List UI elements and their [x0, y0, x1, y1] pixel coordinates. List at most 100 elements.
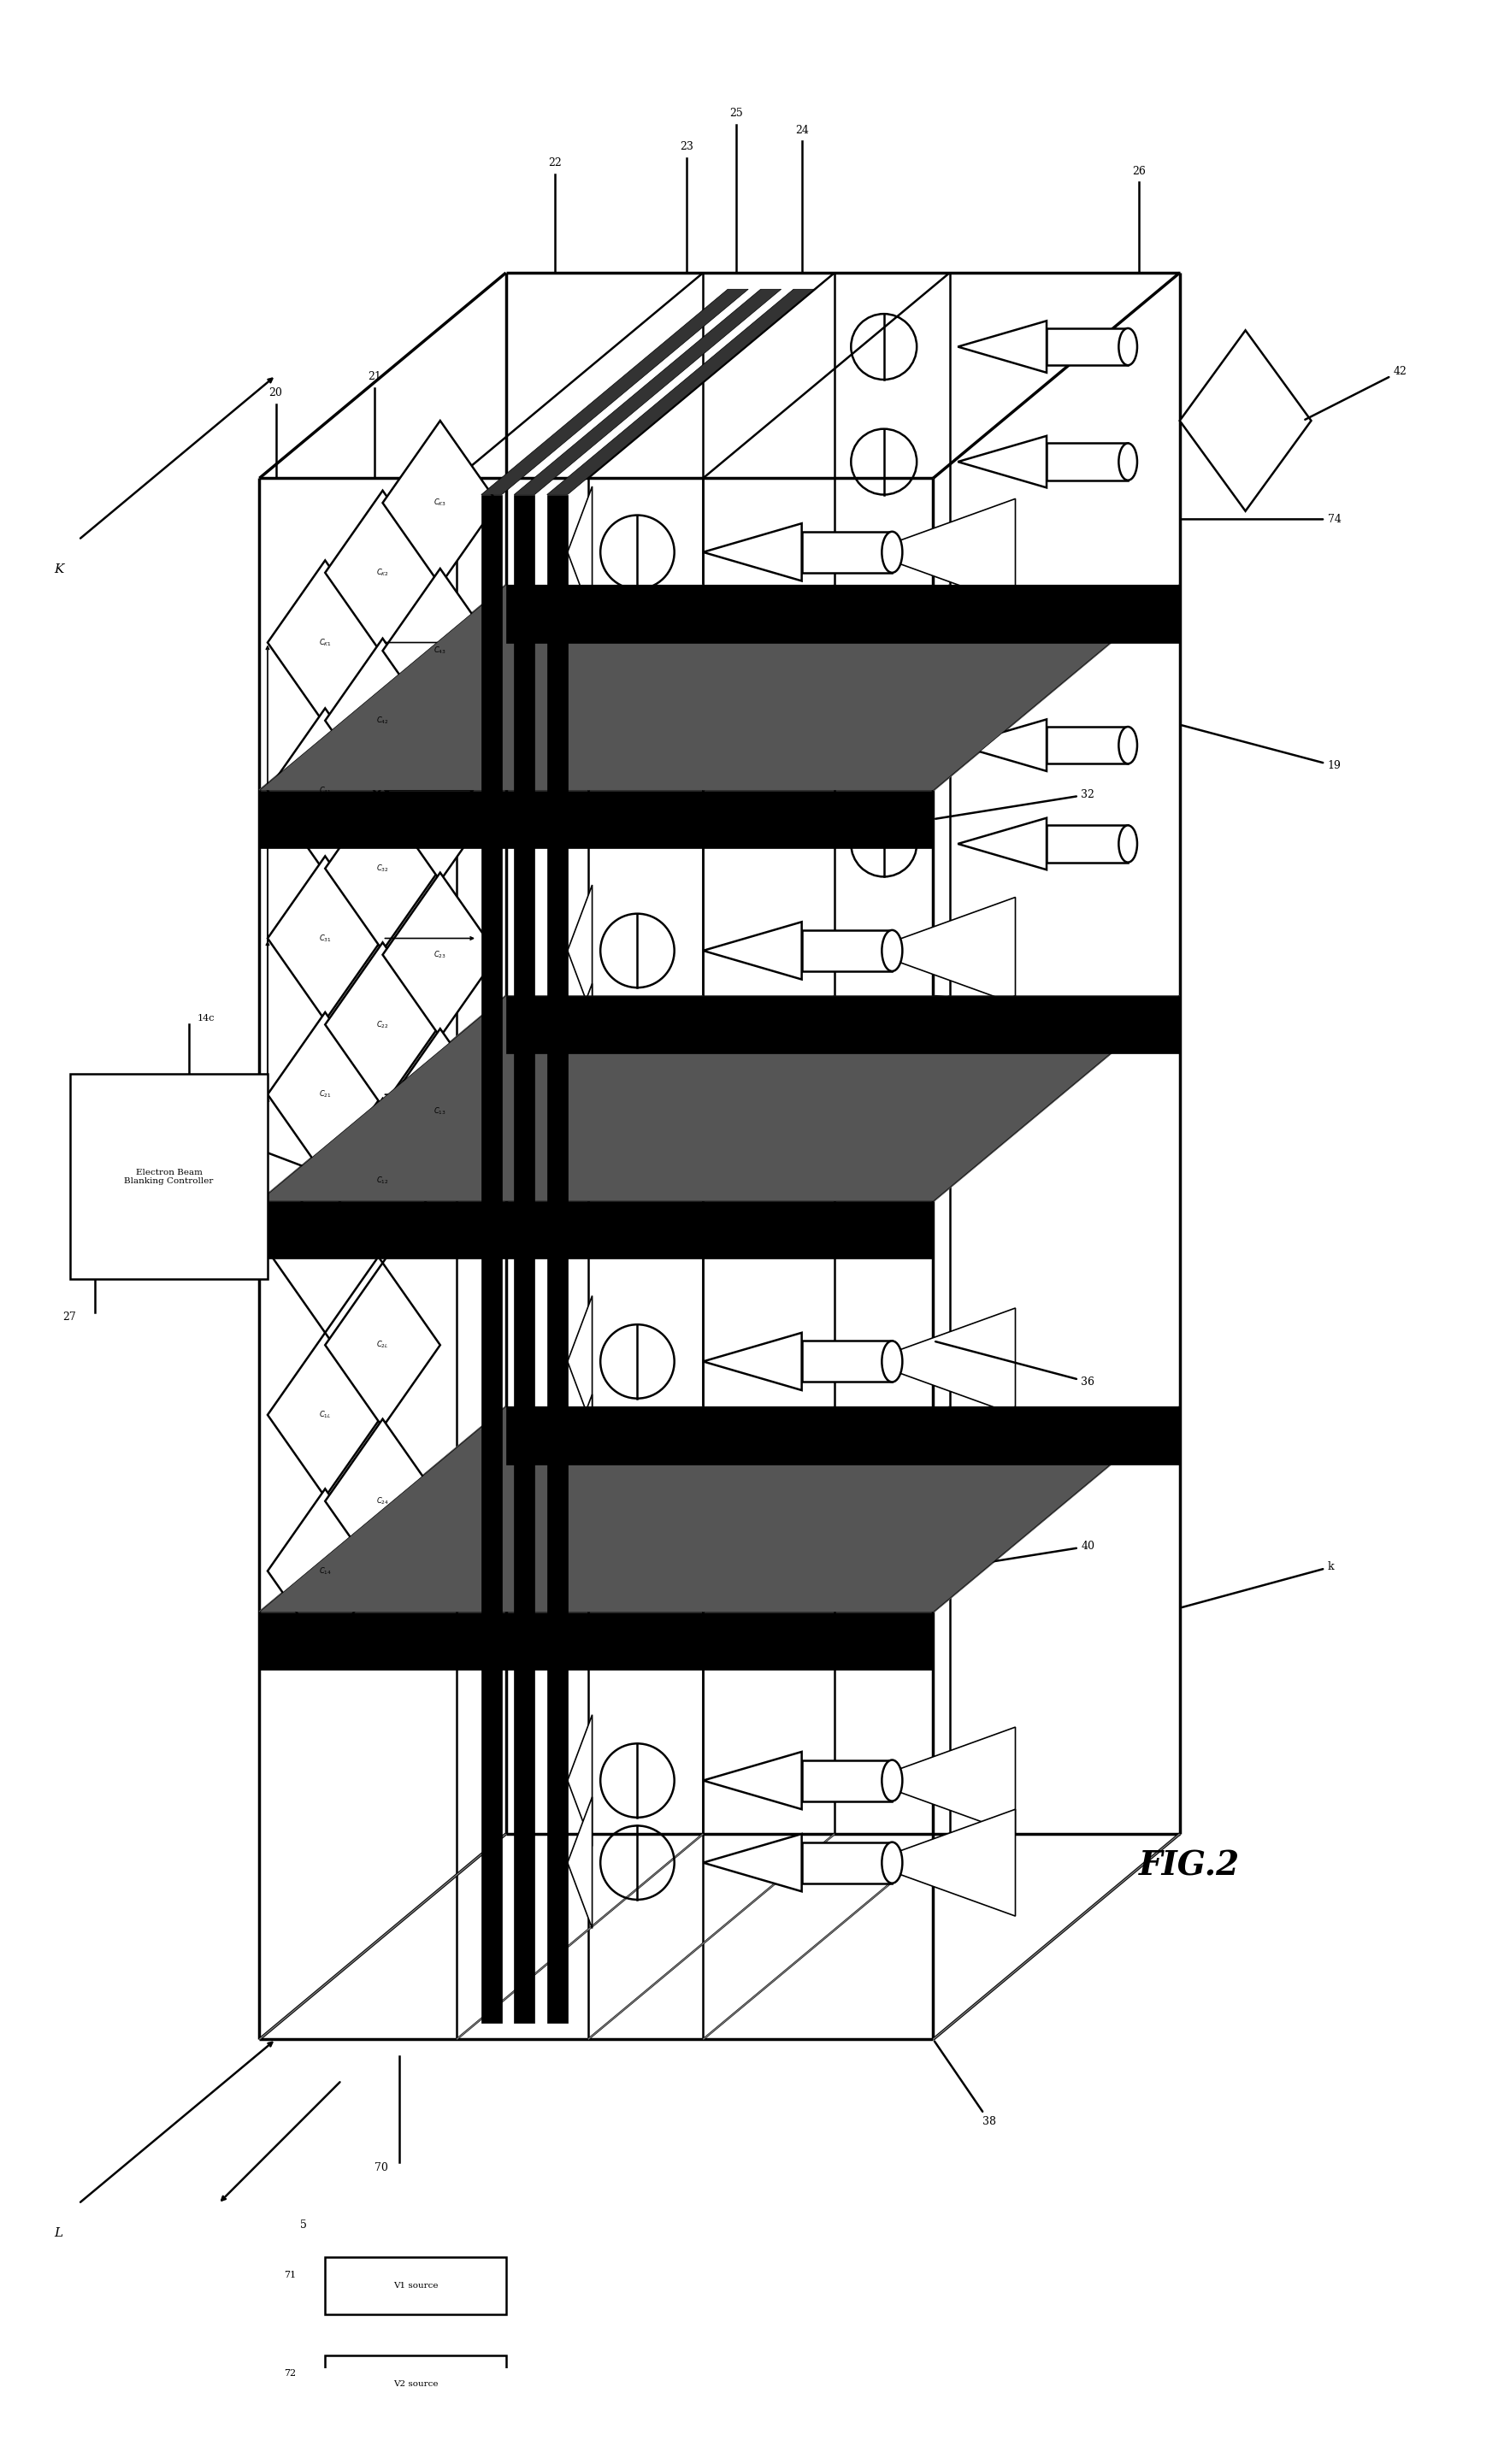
Polygon shape	[268, 1488, 382, 1653]
Polygon shape	[567, 601, 593, 732]
Bar	[505, 584, 1179, 643]
Polygon shape	[567, 1796, 593, 1929]
Polygon shape	[382, 717, 498, 880]
Bar	[1047, 825, 1128, 862]
Bar	[259, 1611, 932, 1671]
Polygon shape	[958, 320, 1047, 372]
Text: 32: 32	[935, 788, 1095, 818]
Ellipse shape	[1119, 825, 1137, 862]
Bar	[1047, 727, 1128, 764]
Bar	[802, 532, 892, 572]
Text: 40: 40	[935, 1540, 1095, 1570]
Bar	[802, 929, 892, 971]
Polygon shape	[259, 995, 1179, 1202]
Text: $C_{K1}$: $C_{K1}$	[319, 638, 331, 648]
Polygon shape	[268, 1013, 382, 1178]
Polygon shape	[325, 638, 441, 803]
Bar	[1047, 328, 1128, 365]
Text: 30: 30	[935, 995, 1095, 1018]
Polygon shape	[382, 421, 498, 584]
Polygon shape	[325, 786, 441, 951]
Text: 74: 74	[1182, 513, 1342, 525]
Text: 28: 28	[194, 1121, 307, 1168]
Polygon shape	[567, 1715, 593, 1846]
Text: L: L	[54, 2227, 63, 2240]
Polygon shape	[868, 897, 1015, 1003]
Polygon shape	[325, 1419, 441, 1584]
Bar	[1047, 444, 1128, 480]
Text: K: K	[54, 564, 63, 574]
Polygon shape	[702, 1020, 802, 1079]
Text: Electron Beam
Blanking Controller: Electron Beam Blanking Controller	[125, 1168, 214, 1185]
Bar	[802, 1027, 892, 1069]
Polygon shape	[702, 1833, 802, 1892]
Text: V1 source: V1 source	[393, 2282, 438, 2289]
Ellipse shape	[881, 1759, 902, 1801]
Bar	[71, 1074, 268, 1279]
Polygon shape	[958, 436, 1047, 488]
Text: FIG.2: FIG.2	[1139, 1850, 1239, 1882]
Text: $C_{21}$: $C_{21}$	[319, 1089, 331, 1099]
Text: 70: 70	[374, 2163, 388, 2173]
Text: $C_{42}$: $C_{42}$	[376, 715, 390, 727]
Polygon shape	[259, 1407, 1179, 1611]
Bar	[259, 1202, 932, 1259]
Text: 25: 25	[729, 108, 743, 118]
Polygon shape	[702, 1432, 802, 1488]
Text: $C_{1L}$: $C_{1L}$	[319, 1409, 331, 1419]
Text: 20: 20	[269, 387, 283, 399]
Polygon shape	[547, 288, 814, 495]
Bar	[325, 2257, 505, 2314]
Ellipse shape	[1119, 727, 1137, 764]
Text: $C_{K2}$: $C_{K2}$	[376, 567, 390, 579]
Polygon shape	[567, 1296, 593, 1427]
Bar	[802, 1843, 892, 1882]
Text: 26: 26	[1133, 165, 1146, 177]
Bar	[505, 1407, 1179, 1464]
Text: 22: 22	[549, 158, 562, 168]
Polygon shape	[868, 614, 1015, 719]
Text: $C_{2L}$: $C_{2L}$	[376, 1340, 390, 1350]
Ellipse shape	[881, 929, 902, 971]
Polygon shape	[268, 1168, 382, 1333]
Ellipse shape	[881, 532, 902, 572]
Polygon shape	[702, 1752, 802, 1809]
Polygon shape	[1179, 330, 1311, 510]
Text: $C_{41}$: $C_{41}$	[319, 786, 331, 796]
Polygon shape	[325, 1099, 441, 1264]
Polygon shape	[868, 995, 1015, 1104]
Polygon shape	[268, 559, 382, 724]
Text: $C_{31}$: $C_{31}$	[319, 934, 331, 944]
Text: 72: 72	[284, 2370, 296, 2378]
Bar	[514, 495, 534, 2023]
Text: $C_{24}$: $C_{24}$	[376, 1496, 390, 1506]
Ellipse shape	[1119, 328, 1137, 365]
Text: k: k	[1182, 1562, 1334, 1607]
Text: 42: 42	[1305, 365, 1406, 419]
Text: 27: 27	[62, 1311, 75, 1323]
Polygon shape	[702, 522, 802, 582]
Polygon shape	[567, 485, 593, 618]
Bar	[325, 2454, 505, 2464]
Text: 14c: 14c	[197, 1013, 215, 1023]
Polygon shape	[958, 719, 1047, 771]
Ellipse shape	[881, 1027, 902, 1069]
Text: $C_{12}$: $C_{12}$	[376, 1175, 390, 1185]
Text: 23: 23	[680, 140, 693, 153]
Polygon shape	[382, 569, 498, 732]
Polygon shape	[702, 922, 802, 978]
Ellipse shape	[881, 1843, 902, 1882]
Text: $C_{13}$: $C_{13}$	[433, 1106, 447, 1116]
Text: $C_{32}$: $C_{32}$	[376, 862, 390, 875]
Bar	[802, 1439, 892, 1481]
Bar	[802, 1340, 892, 1382]
Polygon shape	[702, 638, 802, 695]
Polygon shape	[868, 1308, 1015, 1414]
Polygon shape	[268, 1333, 382, 1498]
Text: $C_{14}$: $C_{14}$	[319, 1565, 331, 1577]
Polygon shape	[481, 288, 749, 495]
Polygon shape	[958, 818, 1047, 870]
Polygon shape	[325, 941, 441, 1106]
Text: $C_{11}$: $C_{11}$	[319, 1244, 331, 1257]
Polygon shape	[567, 983, 593, 1116]
